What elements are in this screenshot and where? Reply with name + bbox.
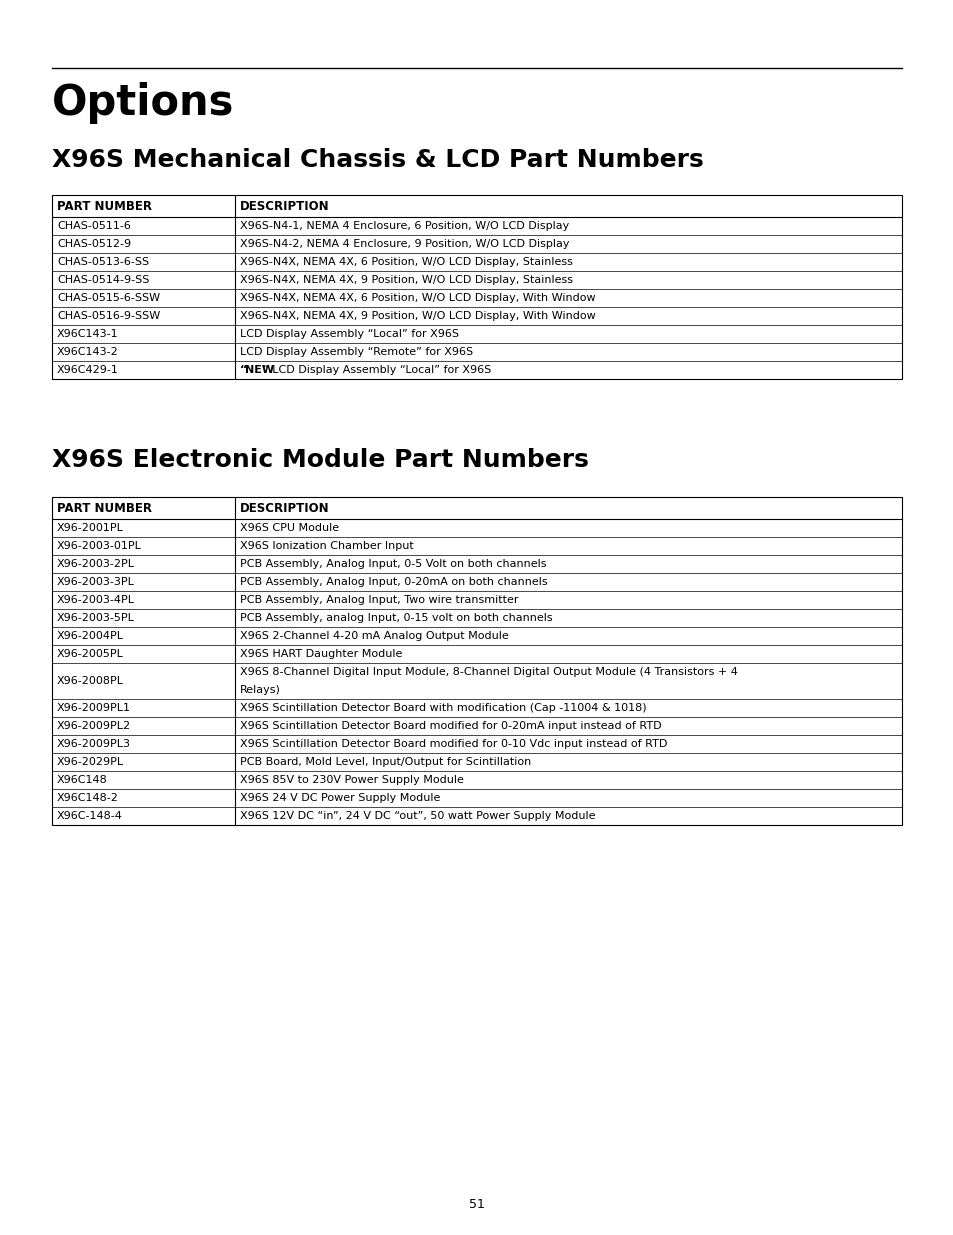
Text: X96C148-2: X96C148-2 bbox=[57, 793, 119, 803]
Text: X96S-N4X, NEMA 4X, 9 Position, W/O LCD Display, Stainless: X96S-N4X, NEMA 4X, 9 Position, W/O LCD D… bbox=[239, 275, 572, 285]
Text: X96S 24 V DC Power Supply Module: X96S 24 V DC Power Supply Module bbox=[239, 793, 439, 803]
Text: DESCRIPTION: DESCRIPTION bbox=[239, 501, 329, 515]
Text: LCD Display Assembly “Remote” for X96S: LCD Display Assembly “Remote” for X96S bbox=[239, 347, 473, 357]
Text: X96-2003-4PL: X96-2003-4PL bbox=[57, 595, 135, 605]
Text: X96C429-1: X96C429-1 bbox=[57, 366, 119, 375]
Text: PCB Assembly, Analog Input, 0-5 Volt on both channels: PCB Assembly, Analog Input, 0-5 Volt on … bbox=[239, 559, 546, 569]
Text: X96S Ionization Chamber Input: X96S Ionization Chamber Input bbox=[239, 541, 413, 551]
Text: PART NUMBER: PART NUMBER bbox=[57, 200, 152, 212]
Text: X96C143-2: X96C143-2 bbox=[57, 347, 118, 357]
Text: X96C148: X96C148 bbox=[57, 776, 108, 785]
Text: X96S-N4X, NEMA 4X, 6 Position, W/O LCD Display, With Window: X96S-N4X, NEMA 4X, 6 Position, W/O LCD D… bbox=[239, 293, 595, 303]
Text: X96-2003-5PL: X96-2003-5PL bbox=[57, 613, 134, 622]
Text: X96-2005PL: X96-2005PL bbox=[57, 650, 124, 659]
Text: CHAS-0514-9-SS: CHAS-0514-9-SS bbox=[57, 275, 150, 285]
Bar bbox=[52, 195, 901, 379]
Text: X96S CPU Module: X96S CPU Module bbox=[239, 522, 338, 534]
Text: Relays): Relays) bbox=[239, 685, 280, 695]
Text: X96-2009PL2: X96-2009PL2 bbox=[57, 721, 131, 731]
Text: X96-2009PL3: X96-2009PL3 bbox=[57, 739, 131, 748]
Text: LCD Display Assembly “Local” for X96S: LCD Display Assembly “Local” for X96S bbox=[239, 329, 458, 338]
Text: PCB Assembly, Analog Input, 0-20mA on both channels: PCB Assembly, Analog Input, 0-20mA on bo… bbox=[239, 577, 547, 587]
Text: X96-2029PL: X96-2029PL bbox=[57, 757, 124, 767]
Text: X96S 85V to 230V Power Supply Module: X96S 85V to 230V Power Supply Module bbox=[239, 776, 463, 785]
Text: X96-2008PL: X96-2008PL bbox=[57, 676, 124, 685]
Text: X96-2003-3PL: X96-2003-3PL bbox=[57, 577, 134, 587]
Text: X96S-N4-2, NEMA 4 Enclosure, 9 Position, W/O LCD Display: X96S-N4-2, NEMA 4 Enclosure, 9 Position,… bbox=[239, 240, 569, 249]
Text: DESCRIPTION: DESCRIPTION bbox=[239, 200, 329, 212]
Text: PCB Assembly, Analog Input, Two wire transmitter: PCB Assembly, Analog Input, Two wire tra… bbox=[239, 595, 517, 605]
Text: X96S-N4X, NEMA 4X, 9 Position, W/O LCD Display, With Window: X96S-N4X, NEMA 4X, 9 Position, W/O LCD D… bbox=[239, 311, 595, 321]
Text: 51: 51 bbox=[469, 1198, 484, 1212]
Text: CHAS-0516-9-SSW: CHAS-0516-9-SSW bbox=[57, 311, 160, 321]
Text: X96S Scintillation Detector Board modified for 0-20mA input instead of RTD: X96S Scintillation Detector Board modifi… bbox=[239, 721, 660, 731]
Text: X96S 12V DC “in”, 24 V DC “out”, 50 watt Power Supply Module: X96S 12V DC “in”, 24 V DC “out”, 50 watt… bbox=[239, 811, 595, 821]
Text: “: “ bbox=[239, 366, 247, 375]
Text: X96S Electronic Module Part Numbers: X96S Electronic Module Part Numbers bbox=[52, 448, 588, 472]
Text: X96-2003-2PL: X96-2003-2PL bbox=[57, 559, 135, 569]
Text: X96-2001PL: X96-2001PL bbox=[57, 522, 124, 534]
Text: CHAS-0513-6-SS: CHAS-0513-6-SS bbox=[57, 257, 149, 267]
Text: Options: Options bbox=[52, 82, 234, 124]
Text: ” LCD Display Assembly “Local” for X96S: ” LCD Display Assembly “Local” for X96S bbox=[262, 366, 491, 375]
Text: X96S Scintillation Detector Board modified for 0-10 Vdc input instead of RTD: X96S Scintillation Detector Board modifi… bbox=[239, 739, 666, 748]
Text: X96-2009PL1: X96-2009PL1 bbox=[57, 703, 131, 713]
Text: X96C143-1: X96C143-1 bbox=[57, 329, 118, 338]
Text: X96S 2-Channel 4-20 mA Analog Output Module: X96S 2-Channel 4-20 mA Analog Output Mod… bbox=[239, 631, 508, 641]
Text: X96S-N4X, NEMA 4X, 6 Position, W/O LCD Display, Stainless: X96S-N4X, NEMA 4X, 6 Position, W/O LCD D… bbox=[239, 257, 572, 267]
Bar bbox=[52, 496, 901, 825]
Text: CHAS-0512-9: CHAS-0512-9 bbox=[57, 240, 131, 249]
Text: PCB Assembly, analog Input, 0-15 volt on both channels: PCB Assembly, analog Input, 0-15 volt on… bbox=[239, 613, 552, 622]
Text: X96S 8-Channel Digital Input Module, 8-Channel Digital Output Module (4 Transist: X96S 8-Channel Digital Input Module, 8-C… bbox=[239, 667, 737, 677]
Text: X96S HART Daughter Module: X96S HART Daughter Module bbox=[239, 650, 402, 659]
Text: NEW: NEW bbox=[245, 366, 274, 375]
Text: X96S Mechanical Chassis & LCD Part Numbers: X96S Mechanical Chassis & LCD Part Numbe… bbox=[52, 148, 703, 172]
Text: X96-2004PL: X96-2004PL bbox=[57, 631, 124, 641]
Text: PART NUMBER: PART NUMBER bbox=[57, 501, 152, 515]
Text: X96-2003-01PL: X96-2003-01PL bbox=[57, 541, 142, 551]
Text: PCB Board, Mold Level, Input/Output for Scintillation: PCB Board, Mold Level, Input/Output for … bbox=[239, 757, 531, 767]
Text: X96S-N4-1, NEMA 4 Enclosure, 6 Position, W/O LCD Display: X96S-N4-1, NEMA 4 Enclosure, 6 Position,… bbox=[239, 221, 568, 231]
Text: X96C-148-4: X96C-148-4 bbox=[57, 811, 123, 821]
Text: X96S Scintillation Detector Board with modification (Cap -11004 & 1018): X96S Scintillation Detector Board with m… bbox=[239, 703, 646, 713]
Text: CHAS-0515-6-SSW: CHAS-0515-6-SSW bbox=[57, 293, 160, 303]
Text: CHAS-0511-6: CHAS-0511-6 bbox=[57, 221, 131, 231]
